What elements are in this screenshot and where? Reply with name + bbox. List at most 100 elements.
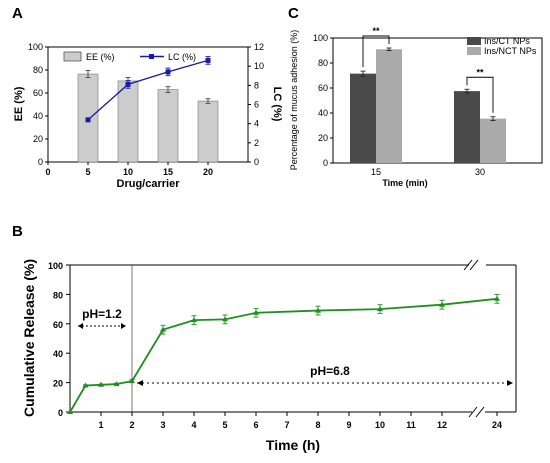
x-tick-label-b-5: 5	[222, 420, 227, 430]
y2-tick-label-a-4: 4	[254, 119, 259, 129]
significance-label-30: **	[476, 67, 484, 77]
x-tick-label-b-4: 4	[191, 420, 196, 430]
x-tick-label-b-11: 11	[406, 420, 416, 430]
x-tick-label-b-1: 1	[98, 420, 103, 430]
significance-bracket-15	[362, 35, 390, 68]
y-tick-label-a-40: 40	[33, 111, 43, 121]
y-tick-label-b-80: 80	[53, 290, 63, 300]
x-tick-label-b-8: 8	[315, 420, 320, 430]
bar-ins-ct-nps-15	[350, 73, 376, 163]
ph-6-8-arrowhead-left	[137, 380, 143, 386]
x-tick-label-a-5: 5	[85, 167, 90, 177]
point-release-5	[222, 316, 228, 322]
y2-tick-label-a-10: 10	[254, 61, 264, 71]
chart-c-xlabel: Time (min)	[382, 178, 427, 188]
legend-marker-lc	[149, 54, 154, 59]
x-tick-label-a-0: 0	[45, 167, 50, 177]
y-tick-label-b-60: 60	[53, 320, 63, 330]
chart-a-ylabel: EE (%)	[13, 86, 25, 121]
point-lc-20	[205, 57, 211, 63]
y-tick-label-c-20: 20	[318, 133, 328, 143]
point-release-0	[67, 409, 73, 414]
point-release-12	[439, 301, 445, 307]
axis-break-top	[463, 259, 479, 271]
y-tick-label-a-0: 0	[38, 157, 43, 167]
legend-swatch-ins-nct	[467, 47, 481, 55]
point-lc-5	[85, 117, 91, 123]
x-tick-label-a-15: 15	[163, 167, 173, 177]
panel-label-a: A	[12, 5, 23, 22]
y-tick-label-c-100: 100	[313, 33, 328, 43]
chart-a: 0 5 10 15 20 0 20 40 60 80 100 0 2 4 6 8 10 12 EE (%) L…	[13, 42, 283, 190]
point-release-4	[191, 317, 197, 323]
y2-tick-label-a-0: 0	[254, 157, 259, 167]
y2-tick-label-a-2: 2	[254, 138, 259, 148]
y2-tick-label-a-6: 6	[254, 100, 259, 110]
bar-ee-20	[197, 100, 219, 163]
ph-1-2-arrowhead-left	[78, 323, 83, 329]
ph-1-2-label: pH=1.2	[82, 307, 122, 321]
bar-ee-10	[117, 80, 139, 163]
point-release-24	[494, 295, 500, 301]
panel-label-b: B	[12, 223, 23, 240]
legend-label-ee: EE (%)	[86, 52, 115, 62]
x-tick-label-b-24: 24	[492, 420, 502, 430]
x-tick-label-b-3: 3	[160, 420, 165, 430]
x-tick-label-c-30: 30	[475, 167, 485, 177]
y2-tick-label-a-12: 12	[254, 42, 264, 52]
y-tick-label-a-80: 80	[33, 65, 43, 75]
release-line	[69, 297, 498, 413]
axis-break-bottom	[468, 406, 485, 418]
y-tick-label-b-100: 100	[48, 261, 63, 271]
point-release-1.5	[113, 381, 120, 387]
significance-bracket-30	[466, 76, 494, 113]
panel-label-c: C	[288, 5, 299, 22]
y2-tick-label-a-8: 8	[254, 80, 259, 90]
ph-6-8-label: pH=6.8	[310, 364, 350, 378]
y-tick-label-b-0: 0	[58, 408, 63, 418]
x-tick-label-c-15: 15	[371, 167, 381, 177]
legend-swatch-ins-ct	[467, 37, 481, 45]
legend-swatch-ee	[63, 51, 82, 62]
legend-label-ins-nct: Ins/NCT NPs	[484, 46, 537, 56]
bar-ins-nct-nps-15	[376, 49, 402, 163]
x-tick-label-b-6: 6	[253, 420, 258, 430]
bar-ee-15	[157, 89, 179, 163]
bar-ins-nct-nps-30	[480, 118, 506, 163]
point-release-8	[315, 307, 321, 313]
legend-label-lc: LC (%)	[168, 52, 196, 62]
line-lc	[87, 59, 209, 121]
y-tick-label-b-40: 40	[53, 349, 63, 359]
x-tick-label-b-9: 9	[346, 420, 351, 430]
point-lc-15	[165, 69, 171, 75]
point-release-1	[98, 381, 104, 387]
significance-label-15: **	[372, 26, 380, 36]
ph-6-8-arrowhead-right	[507, 380, 513, 386]
x-tick-label-b-10: 10	[375, 420, 385, 430]
y-tick-label-c-40: 40	[318, 108, 328, 118]
chart-a-xlabel: Drug/carrier	[117, 178, 181, 190]
point-release-10	[377, 306, 383, 312]
legend-label-ins-ct: Ins/CT NPs	[484, 36, 530, 46]
bar-ins-ct-nps-30	[454, 91, 480, 163]
x-tick-label-a-20: 20	[203, 167, 213, 177]
ph-1-2-arrowhead-right	[121, 323, 126, 329]
y-tick-label-c-60: 60	[318, 83, 328, 93]
x-tick-label-b-2: 2	[129, 420, 134, 430]
x-tick-label-b-12: 12	[437, 420, 447, 430]
chart-b-ylabel: Cumulative Release (%)	[21, 259, 37, 417]
x-tick-label-a-10: 10	[123, 167, 133, 177]
chart-c-plot-frame	[332, 37, 543, 164]
y-tick-label-a-60: 60	[33, 88, 43, 98]
y-tick-label-b-20: 20	[53, 379, 63, 389]
y-tick-label-c-80: 80	[318, 58, 328, 68]
point-lc-10	[125, 81, 131, 87]
y-tick-label-c-0: 0	[323, 158, 328, 168]
point-release-0.5	[82, 382, 89, 388]
y-tick-label-a-20: 20	[33, 134, 43, 144]
chart-a-y2label: LC (%)	[271, 87, 283, 122]
chart-c-ylabel: Percentage of mucus adhesion (%)	[289, 30, 299, 171]
y-tick-label-a-100: 100	[28, 42, 43, 52]
